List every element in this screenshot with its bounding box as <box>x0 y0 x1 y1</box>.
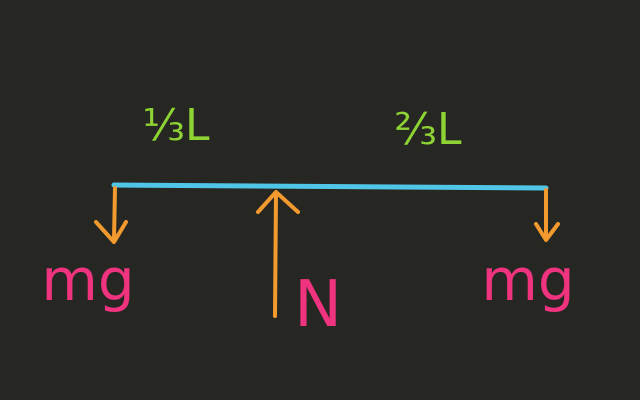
right-weight-arrow <box>534 188 560 242</box>
normal-force-arrow <box>256 190 300 318</box>
left-weight-arrow <box>94 186 128 244</box>
right-weight-label: mg <box>481 246 574 314</box>
segment-left-label: ⅓L <box>142 100 210 151</box>
normal-force-label: N <box>294 268 342 342</box>
left-weight-label: mg <box>41 246 134 314</box>
segment-right-label: ⅔L <box>394 104 462 155</box>
beam <box>111 182 549 191</box>
